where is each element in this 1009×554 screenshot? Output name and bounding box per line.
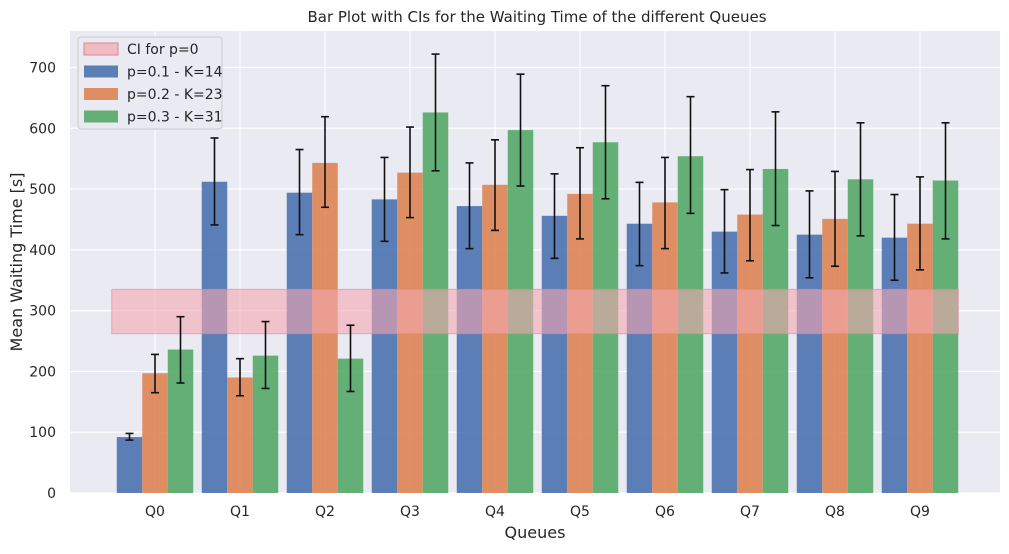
x-tick-label: Q6: [655, 504, 675, 520]
bar: [116, 437, 143, 493]
x-axis-label: Queues: [505, 523, 566, 542]
legend-label: CI for p=0: [127, 42, 199, 58]
ci-band-layer: [111, 288, 959, 335]
legend: CI for p=0 p=0.1 - K=14 p=0.2 - K=23 p=0.3 …: [77, 36, 223, 130]
x-tick-label: Q8: [825, 504, 845, 520]
y-tick-label: 500: [29, 182, 56, 198]
y-tick-label: 700: [29, 60, 56, 76]
bar: [227, 377, 253, 493]
ci-band: [111, 288, 959, 335]
x-tick-label: Q3: [400, 504, 420, 520]
x-tick-label: Q9: [910, 504, 930, 520]
bar: [711, 231, 738, 493]
y-tick-label: 100: [29, 425, 56, 441]
x-tick-label: Q1: [230, 504, 250, 520]
x-tick-label: Q0: [145, 504, 165, 520]
y-tick-label: 400: [29, 243, 56, 259]
legend-label: p=0.2 - K=23: [127, 87, 223, 103]
y-tick-label: 200: [29, 364, 56, 380]
bar: [626, 223, 653, 493]
x-tick-label: Q5: [570, 504, 590, 520]
legend-swatch: [83, 42, 119, 56]
bar: [201, 181, 228, 494]
chart-title: Bar Plot with CIs for the Waiting Time o…: [307, 8, 766, 26]
error-bars-layer: [125, 53, 950, 441]
legend-label: p=0.1 - K=14: [127, 65, 223, 81]
bar: [456, 206, 483, 494]
bar: [541, 215, 568, 494]
bar: [371, 199, 398, 493]
bar: [482, 184, 508, 493]
x-tick-label: Q4: [485, 504, 505, 520]
legend-swatch: [84, 88, 118, 100]
y-tick-labels: 0 100 200 300 400 500 600 700: [29, 60, 56, 502]
bar: [652, 202, 678, 493]
legend-swatch: [84, 65, 118, 78]
legend-swatch: [84, 110, 118, 123]
y-tick-label: 0: [47, 486, 56, 502]
x-tick-labels: Q0 Q1 Q2 Q3 Q4 Q5 Q6 Q7 Q8 Q9: [145, 504, 930, 520]
legend-box: [77, 36, 223, 130]
x-tick-label: Q7: [740, 504, 760, 520]
legend-label: p=0.3 - K=31: [127, 110, 223, 126]
x-tick-label: Q2: [315, 504, 335, 520]
bar: [567, 193, 593, 494]
y-tick-label: 300: [29, 304, 56, 320]
y-axis-label: Mean Waiting Time [s]: [7, 173, 26, 352]
y-tick-label: 600: [29, 121, 56, 137]
bar: [286, 192, 313, 493]
